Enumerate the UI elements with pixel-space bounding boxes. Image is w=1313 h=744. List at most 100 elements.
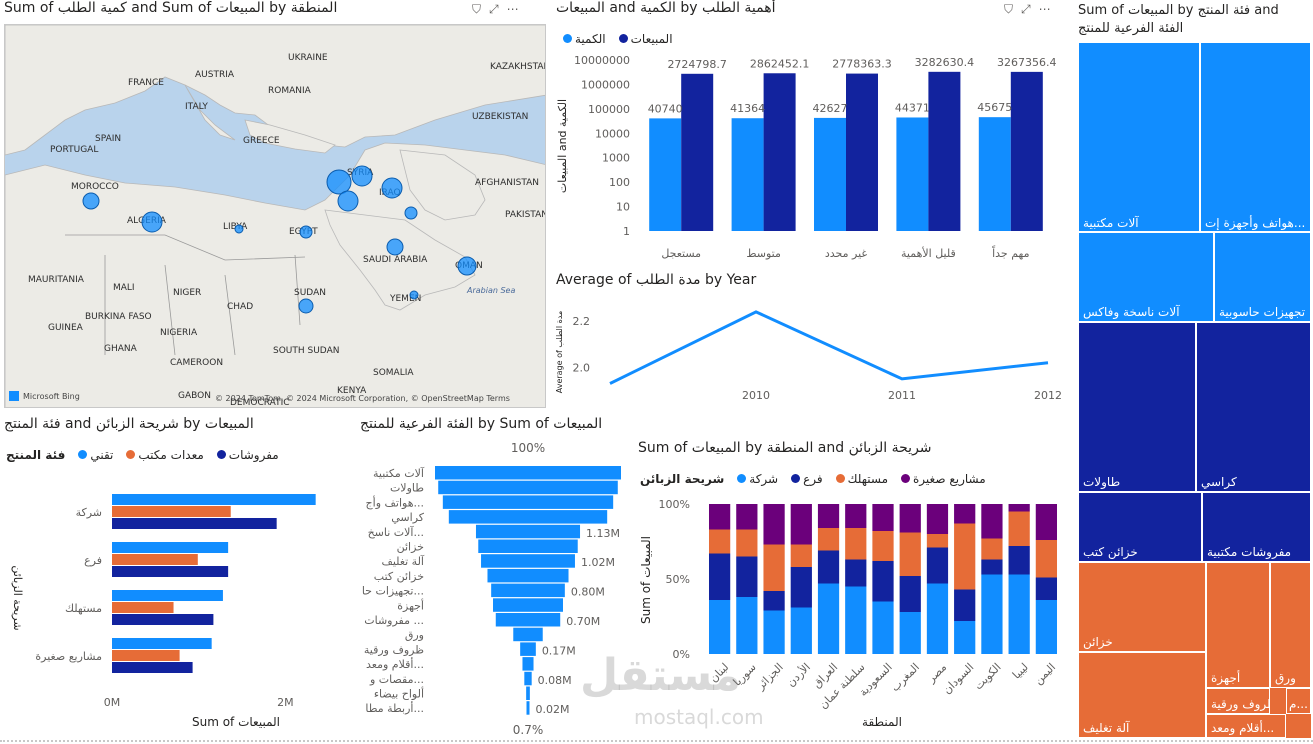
treemap-cell[interactable]: م... [1286,688,1311,714]
treemap-cell[interactable]: أقلام ومعد... [1206,714,1286,738]
map-toolbar: ⛉ ⤢ ⋯ [472,2,519,17]
stacked-segment [817,550,840,584]
stacked-segment [954,621,976,654]
funnel-category-label: ظروف ورقية [364,643,424,656]
stacked-segment [763,610,785,654]
stacked-segment [790,567,812,608]
map-country-label: FRANCE [128,78,164,88]
treemap-cell-label: خزائن [1083,635,1113,649]
funnel-category-label: خزائن [397,541,424,554]
stacked-segment [763,504,785,545]
stacked-y-tick: 0% [673,648,690,661]
focus-mode-icon[interactable]: ⤢ [1021,2,1031,16]
map-land-4 [324,209,476,311]
priority-bar-qty [978,117,1011,231]
priority-x-tick: مهم جداً [992,245,1030,260]
priority-bar-qty [731,118,764,231]
map-sea-label: Arabian Sea [466,286,515,295]
treemap-cell[interactable]: آلات مكتبية [1078,42,1200,232]
funnel-category-label: أربطة مطا... [365,701,424,715]
funnel-data-label: 1.02M [581,556,615,569]
stacked-y-label: Sum of المبيعات [639,536,653,624]
treemap-cell[interactable]: آلة تغليف [1078,652,1206,738]
line-chart-panel: Average of مدة الطلب by Year Average of … [552,266,1074,412]
treemap-title-line1: Sum of المبيعات by فئة المنتج and [1078,3,1279,18]
hbar-bar [112,518,277,529]
treemap-cell[interactable]: تجهيزات حاسوبية [1214,232,1311,322]
treemap-cell[interactable]: كراسي [1196,322,1311,492]
map-bubble [298,298,314,314]
treemap-cell[interactable]: هواتف وأجهزة إت... [1200,42,1311,232]
treemap-cell[interactable]: ظروف ورقية [1206,688,1270,714]
treemap-cell-label: خزائن كتب [1083,545,1138,559]
legend-item-furniture[interactable]: مفروشات [214,448,279,462]
funnel-bar [520,642,536,656]
treemap-cell[interactable]: آلات ناسخة وفاكس [1078,232,1214,322]
funnel-data-label: 0.02M [536,703,570,716]
priority-bar-sales [1010,71,1043,231]
map-country-label: MALI [113,283,135,293]
funnel-bar [478,539,578,553]
funnel-category-label: تجهيزات حا... [362,585,424,598]
priority-data-label-qty: 41364 [730,102,765,115]
legend-item-sales[interactable]: المبيعات [616,32,673,46]
map-canvas[interactable]: UKRAINE KAZAKHSTAN FRANCE AUSTRIA ROMANIA ITA… [4,24,546,408]
more-options-icon[interactable]: ⋯ [1038,2,1051,16]
focus-mode-icon[interactable]: ⤢ [489,2,499,16]
legend-item-small-business[interactable]: مشاريع صغيرة [898,472,986,486]
legend-item-branch[interactable]: فرع [788,472,823,486]
funnel-bar [487,568,569,583]
legend-item-company[interactable]: شركة [734,472,778,486]
hbar-legend: فئة المنتج تقني معدات مكتب مفروشات [6,448,279,462]
map-country-label: NIGER [173,288,201,298]
legend-item-tech[interactable]: تقني [75,448,113,462]
stacked-segment [872,504,894,531]
more-options-icon[interactable]: ⋯ [506,2,519,16]
line-x-tick: 2012 [1034,389,1062,402]
legend-item-consumer[interactable]: مستهلك [833,472,888,486]
stacked-segment [708,553,731,600]
stacked-y-tick: 50% [666,573,690,586]
legend-item-qty[interactable]: الكمية [560,32,606,46]
treemap-cell-label: هواتف وأجهزة إت... [1205,216,1306,230]
treemap-cell-label: مفروشات مكتبية [1207,545,1292,559]
stacked-segment [708,529,731,554]
treemap-cell[interactable]: طاولات [1078,322,1196,492]
map-country-label: AUSTRIA [195,70,235,80]
filter-icon[interactable]: ⛉ [1004,2,1014,16]
funnel-data-label: 0.17M [542,644,576,657]
treemap-cell[interactable]: خزائن كتب [1078,492,1202,562]
stacked-segment [845,559,867,587]
treemap-cell-label: ظروف ورقية [1211,697,1269,711]
funnel-bar [438,480,618,495]
filter-icon[interactable]: ⛉ [472,2,482,16]
stacked-legend-title: شريحة الزبائن [640,472,725,486]
treemap-cell[interactable]: أجهزة [1206,562,1270,688]
stacked-x-tick: الأردن [784,660,813,689]
stacked-segment [1035,504,1058,540]
legend-item-office[interactable]: معدات مكتب [123,448,204,462]
treemap-panel: Sum of المبيعات by فئة المنتج and الفئة … [1076,0,1313,740]
funnel-category-label: أجهزة [397,598,424,612]
stacked-segment [926,583,949,654]
hbar-bar [112,566,229,577]
hbar-category-label: شركة [76,506,102,519]
hbar-bar [112,494,316,505]
priority-bar-qty [896,117,929,231]
stacked-segment [817,504,840,528]
funnel-category-label: طاولات [390,482,424,495]
stacked-segment [872,561,894,602]
treemap-cell-label: تجهيزات حاسوبية [1219,305,1306,319]
treemap-cell[interactable]: ورق [1270,562,1311,688]
stacked-segment [1008,511,1030,546]
map-bubble [337,190,359,212]
hbar-bar [112,638,212,649]
treemap-cell[interactable]: مفروشات مكتبية [1202,492,1311,562]
funnel-bar [442,495,614,509]
map-land-2 [244,119,336,154]
map-bubble [351,165,373,187]
treemap-cell[interactable]: خزائن [1078,562,1206,652]
stacked-segment [736,504,758,530]
map-country-label: PAKISTAN [505,210,546,220]
